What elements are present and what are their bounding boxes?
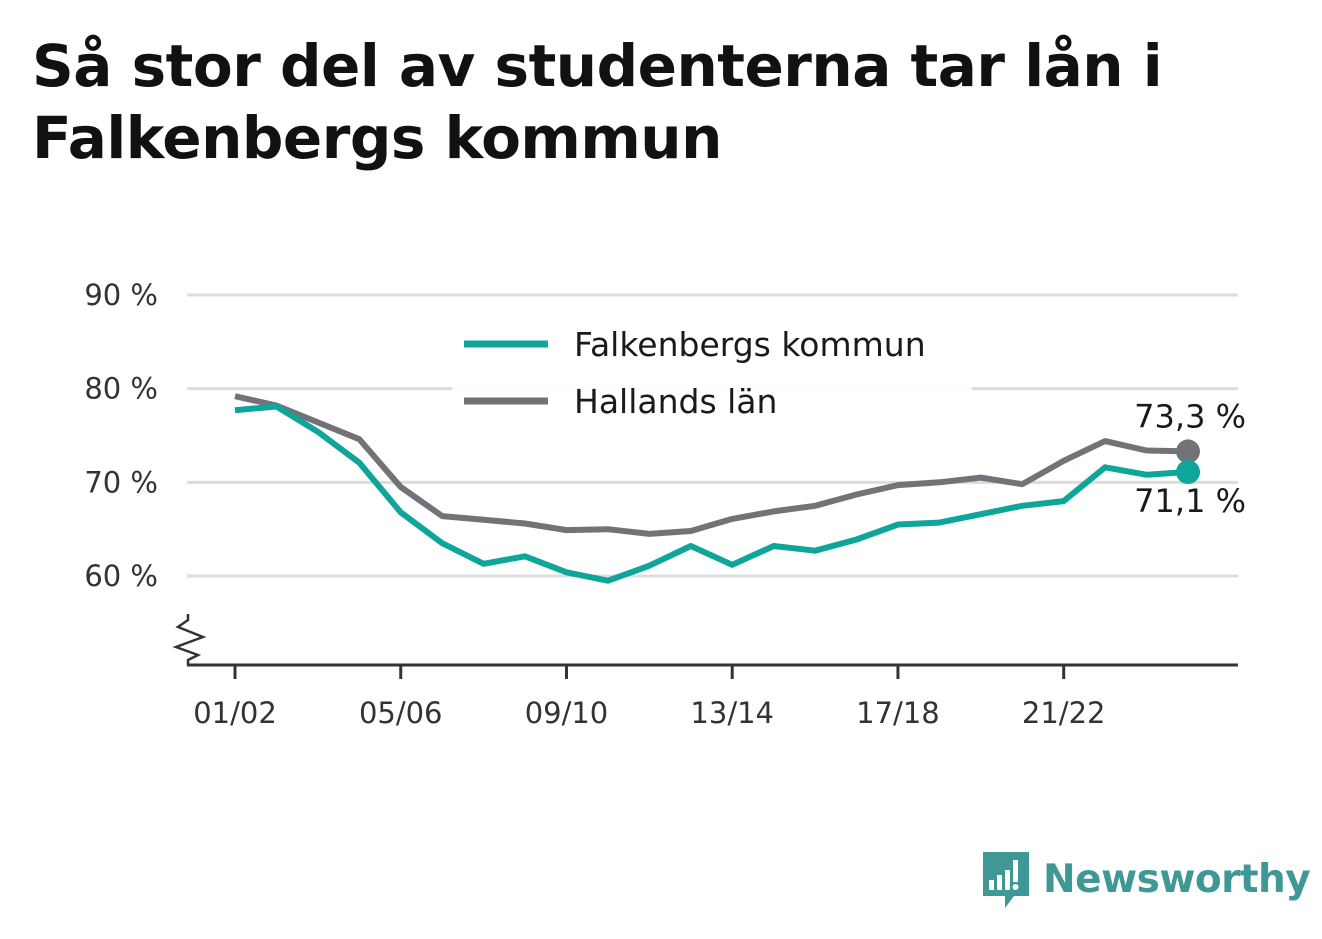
y-tick-label: 80 % bbox=[84, 372, 158, 406]
x-tick-label: 13/14 bbox=[690, 696, 774, 730]
legend-label: Falkenbergs kommun bbox=[574, 325, 926, 364]
y-tick-label: 60 % bbox=[84, 559, 158, 593]
x-tick-label: 05/06 bbox=[359, 696, 443, 730]
series-line bbox=[234, 403, 1189, 584]
x-tick-label: 09/10 bbox=[525, 696, 609, 730]
newsworthy-logo: Newsworthy bbox=[981, 848, 1311, 910]
brand-name: Newsworthy bbox=[1043, 856, 1311, 902]
series-line bbox=[234, 393, 1189, 537]
series-end-point bbox=[1176, 460, 1200, 485]
x-tick-label: 01/02 bbox=[193, 696, 277, 730]
x-tick-label: 17/18 bbox=[856, 696, 940, 730]
series-layer bbox=[234, 393, 1200, 584]
y-tick-label: 90 % bbox=[84, 278, 158, 312]
axis-break-icon bbox=[172, 614, 207, 665]
legend-background bbox=[452, 318, 972, 430]
x-tick-label: 21/22 bbox=[1022, 696, 1106, 730]
end-value-label: 71,1 % bbox=[1134, 482, 1246, 520]
axes: 60 % 70 % 80 % 90 % 01/02 05/06 09/10 13/14 17/1… bbox=[84, 278, 1238, 730]
end-value-label: 73,3 % bbox=[1134, 397, 1246, 435]
end-labels: 71,1 % 73,3 % bbox=[1134, 397, 1246, 520]
legend-label: Hallands län bbox=[574, 382, 777, 421]
series-end-point bbox=[1176, 439, 1200, 464]
legend: Falkenbergs kommun Hallands län bbox=[452, 318, 972, 430]
bar-chart-speech-bubble-icon bbox=[983, 852, 1029, 908]
y-tick-label: 70 % bbox=[84, 465, 158, 499]
page-title: Så stor del av studenterna tar lån i Fal… bbox=[32, 32, 1163, 172]
